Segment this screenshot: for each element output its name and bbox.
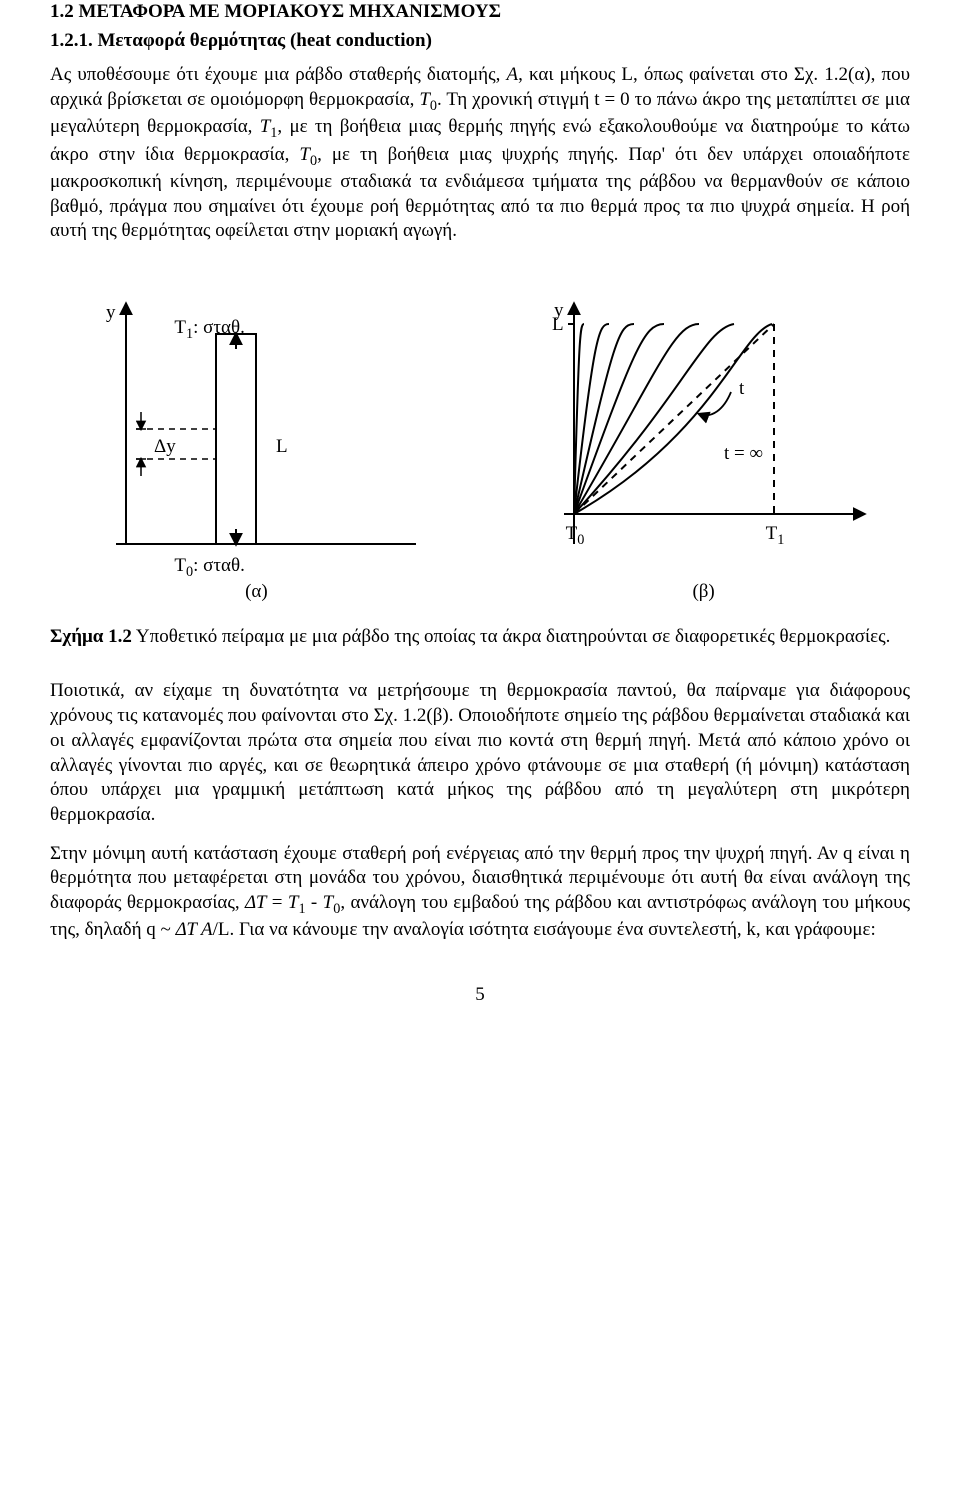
fig-a-t1-label: Τ1: σταθ.	[174, 316, 244, 343]
fig-b-t0-label: Τ0	[566, 522, 585, 549]
paragraph-2: Ποιοτικά, αν είχαμε τη δυνατότητα να μετ…	[50, 679, 910, 827]
figure-panel-b: y L t t = ∞ Τ0 Τ1 (β)	[497, 294, 910, 605]
figure-panel-a: y Δy L Τ1: σταθ. T0: σταθ. (α)	[50, 294, 463, 605]
figure-caption: Σχήμα 1.2 Υποθετικό πείραμα με μια ράβδο…	[50, 625, 910, 650]
fig-a-panel-label: (α)	[245, 580, 268, 605]
fig-b-L-label: L	[552, 314, 564, 335]
fig-b-t1-label: Τ1	[766, 522, 785, 549]
paragraph-3: Στην μόνιμη αυτή κατάσταση έχουμε σταθερ…	[50, 842, 910, 943]
subsection-heading: 1.2.1. Μεταφορά θερμότητας (heat conduct…	[50, 29, 910, 54]
fig-a-t0-label: T0: σταθ.	[174, 554, 244, 581]
figure-a-svg: y Δy L	[76, 294, 436, 574]
fig-a-y-label: y	[106, 302, 116, 323]
fig-a-dy-label: Δy	[154, 436, 176, 457]
page-number: 5	[50, 983, 910, 1008]
paragraph-1: Ας υποθέσουμε ότι έχουμε μια ράβδο σταθε…	[50, 63, 910, 244]
fig-b-t-label: t	[739, 378, 745, 399]
fig-a-L-label: L	[276, 436, 288, 457]
figure-1-2: y Δy L Τ1: σταθ. T0: σταθ. (α)	[50, 294, 910, 605]
fig-b-panel-label: (β)	[692, 580, 714, 605]
section-heading: 1.2 ΜΕΤΑΦΟΡΑ ΜΕ ΜΟΡΙΑΚΟΥΣ ΜΗΧΑΝΙΣΜΟΥΣ	[50, 0, 910, 25]
fig-b-tinf-label: t = ∞	[724, 443, 763, 464]
